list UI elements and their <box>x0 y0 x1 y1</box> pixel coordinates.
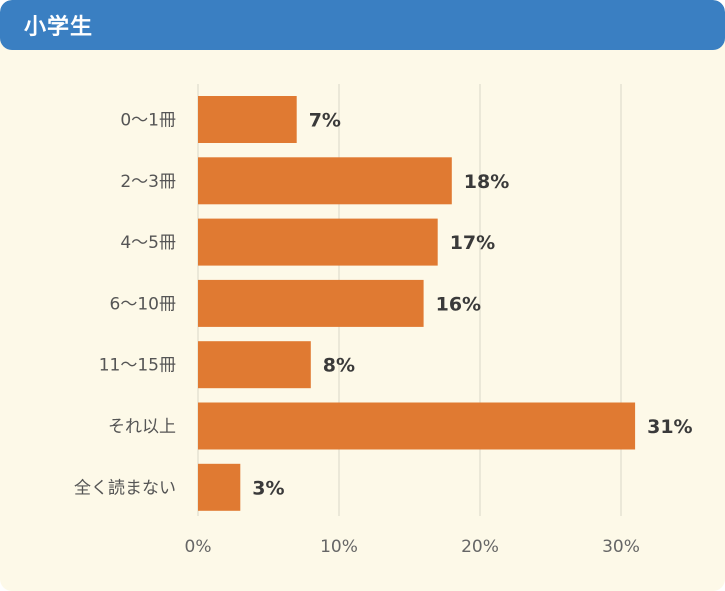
data-label: 18% <box>464 171 509 193</box>
bar <box>198 279 424 327</box>
bar <box>198 218 438 266</box>
data-label: 7% <box>309 110 341 132</box>
x-tick-label: 30% <box>602 537 640 557</box>
bar <box>198 157 452 205</box>
data-label: 31% <box>647 416 692 438</box>
category-label: 11〜15冊 <box>99 356 176 376</box>
bar <box>198 341 311 389</box>
category-label: 2〜3冊 <box>120 172 176 192</box>
category-label: それ以上 <box>108 417 176 437</box>
bar <box>198 402 636 450</box>
data-label: 3% <box>252 477 284 499</box>
x-tick-label: 0% <box>185 537 212 557</box>
x-tick-label: 10% <box>320 537 358 557</box>
data-label: 16% <box>436 293 481 315</box>
bar <box>198 463 241 511</box>
category-label: 全く読まない <box>74 478 176 498</box>
bar <box>198 96 297 143</box>
category-label: 0〜1冊 <box>120 111 176 131</box>
category-label: 6〜10冊 <box>110 294 176 314</box>
category-label: 4〜5冊 <box>120 233 176 253</box>
x-tick-label: 20% <box>461 537 499 557</box>
data-label: 17% <box>450 232 495 254</box>
chart-header: 小学生 <box>0 0 725 50</box>
data-label: 8% <box>323 355 355 377</box>
chart-title: 小学生 <box>24 15 94 40</box>
